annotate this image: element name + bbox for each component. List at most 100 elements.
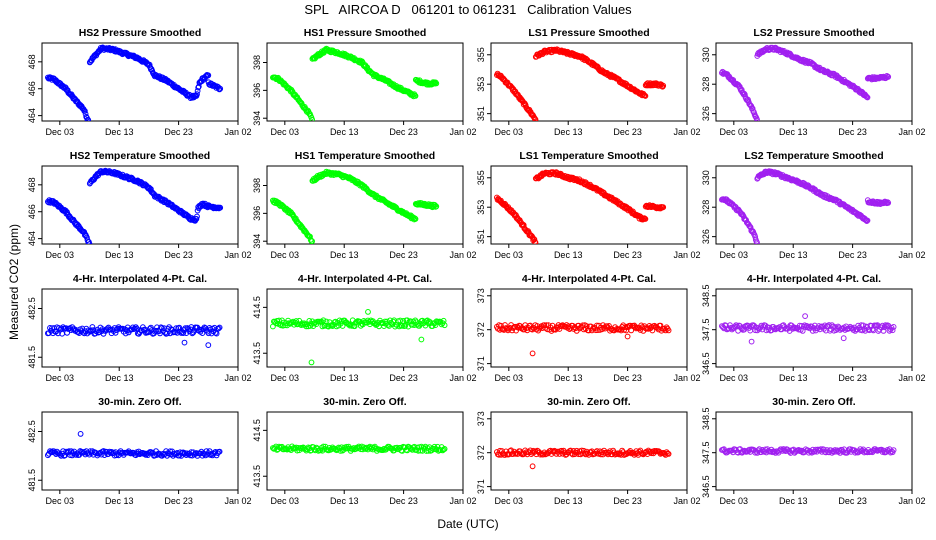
- data-point: [575, 451, 582, 458]
- x-tick-label: Dec 13: [554, 496, 583, 506]
- data-point: [749, 105, 756, 112]
- y-tick-label: 330: [701, 47, 711, 62]
- data-point: [159, 325, 165, 331]
- x-tick-label: Jan 02: [898, 496, 925, 506]
- x-tick-label: Dec 13: [330, 127, 359, 137]
- data-point: [818, 446, 824, 453]
- data-point: [441, 322, 448, 329]
- x-tick-label: Dec 23: [838, 127, 867, 137]
- data-point: [411, 215, 418, 222]
- x-tick-label: Jan 02: [449, 496, 476, 506]
- y-tick-label: 346.5: [701, 352, 711, 375]
- data-point: [738, 86, 745, 93]
- y-tick-label: 326: [701, 229, 711, 244]
- x-tick-label: Dec 23: [838, 496, 867, 506]
- plot-frame: [715, 288, 913, 368]
- y-tick-label: 466: [27, 204, 37, 219]
- data-points: [494, 169, 667, 244]
- y-tick-label: 464: [27, 108, 37, 123]
- data-point: [532, 116, 539, 121]
- plot-frame: [41, 42, 239, 122]
- panel-5: HS1 Temperature Smoothed Dec 03 Dec 13 Dec …: [252, 150, 477, 260]
- x-tick-label: Dec 13: [330, 250, 359, 260]
- y-tick-label: 464: [27, 231, 37, 246]
- data-point: [884, 199, 891, 206]
- x-tick-label: Dec 03: [46, 496, 75, 506]
- x-tick-label: Dec 03: [271, 496, 300, 506]
- x-tick-label: Dec 13: [105, 496, 134, 506]
- plot-frame: [490, 288, 688, 368]
- x-tick-label: Jan 02: [449, 250, 476, 260]
- y-tick-label: 371: [476, 479, 486, 494]
- data-point: [733, 322, 739, 329]
- x-tick-label: Dec 03: [720, 373, 749, 383]
- data-point: [864, 94, 871, 101]
- panel-title: 30-min. Zero Off.: [98, 396, 182, 408]
- x-tick-label: Dec 13: [554, 373, 583, 383]
- x-tick-label: Jan 02: [673, 127, 700, 137]
- data-point: [441, 446, 448, 452]
- y-tick-label: 413.5: [252, 465, 262, 488]
- data-point: [425, 448, 432, 454]
- data-point: [882, 322, 889, 329]
- panel-title: LS1 Temperature Smoothed: [519, 150, 658, 162]
- y-tick-label: 396: [252, 206, 262, 221]
- panel-15: 30-min. Zero Off. Dec 03 Dec 13 Dec 23 Jan 0…: [701, 396, 926, 506]
- x-tick-label: Dec 23: [838, 373, 867, 383]
- data-point: [216, 448, 223, 455]
- data-point: [754, 239, 760, 244]
- data-point: [597, 188, 604, 195]
- data-points: [45, 431, 223, 459]
- y-tick-label: 328: [701, 77, 711, 92]
- x-tick-label: Dec 23: [389, 373, 418, 383]
- data-points: [45, 167, 224, 244]
- data-point: [802, 313, 808, 320]
- data-point: [531, 236, 538, 243]
- data-point: [858, 322, 865, 329]
- data-point: [217, 85, 224, 92]
- y-tick-label: 394: [252, 234, 262, 249]
- data-points: [494, 322, 672, 357]
- panel-title: HS2 Pressure Smoothed: [79, 27, 202, 39]
- x-tick-label: Dec 03: [720, 250, 749, 260]
- data-point: [216, 86, 223, 93]
- panel-9: 4-Hr. Interpolated 4-Pt. Cal. Dec 03 Dec 1…: [252, 273, 477, 383]
- data-point: [199, 330, 206, 337]
- y-tick-label: 353: [476, 200, 486, 215]
- data-point: [193, 216, 200, 222]
- data-point: [180, 330, 187, 337]
- y-tick-label: 396: [252, 83, 262, 98]
- data-point: [529, 463, 536, 470]
- y-tick-label: 347.5: [701, 318, 711, 341]
- y-tick-label: 398: [252, 55, 262, 70]
- x-tick-label: Dec 03: [271, 127, 300, 137]
- data-point: [748, 338, 755, 345]
- panel-10: 4-Hr. Interpolated 4-Pt. Cal. Dec 03 Dec 1…: [476, 273, 701, 383]
- x-tick-label: Dec 23: [164, 127, 193, 137]
- x-tick-label: Dec 13: [105, 373, 134, 383]
- data-point: [579, 322, 586, 329]
- x-tick-label: Dec 03: [271, 373, 300, 383]
- data-point: [639, 92, 645, 99]
- data-point: [890, 324, 897, 330]
- x-tick-label: Dec 23: [613, 496, 642, 506]
- data-point: [181, 339, 188, 346]
- x-tick-label: Jan 02: [449, 127, 476, 137]
- y-tick-label: 372: [476, 322, 486, 337]
- data-points: [45, 44, 224, 121]
- y-tick-label: 326: [701, 106, 711, 121]
- data-point: [642, 93, 649, 99]
- data-points: [719, 168, 892, 244]
- data-points: [719, 44, 892, 121]
- plot-frame: [715, 42, 913, 122]
- y-tick-label: 347.5: [701, 441, 711, 464]
- data-point: [864, 217, 871, 224]
- y-tick-label: 414.5: [252, 419, 262, 442]
- data-point: [660, 204, 667, 211]
- x-tick-label: Dec 23: [389, 496, 418, 506]
- plot-frame: [41, 411, 239, 491]
- data-point: [863, 93, 870, 100]
- data-point: [88, 120, 91, 121]
- data-point: [414, 444, 421, 451]
- x-tick-label: Jan 02: [224, 496, 251, 506]
